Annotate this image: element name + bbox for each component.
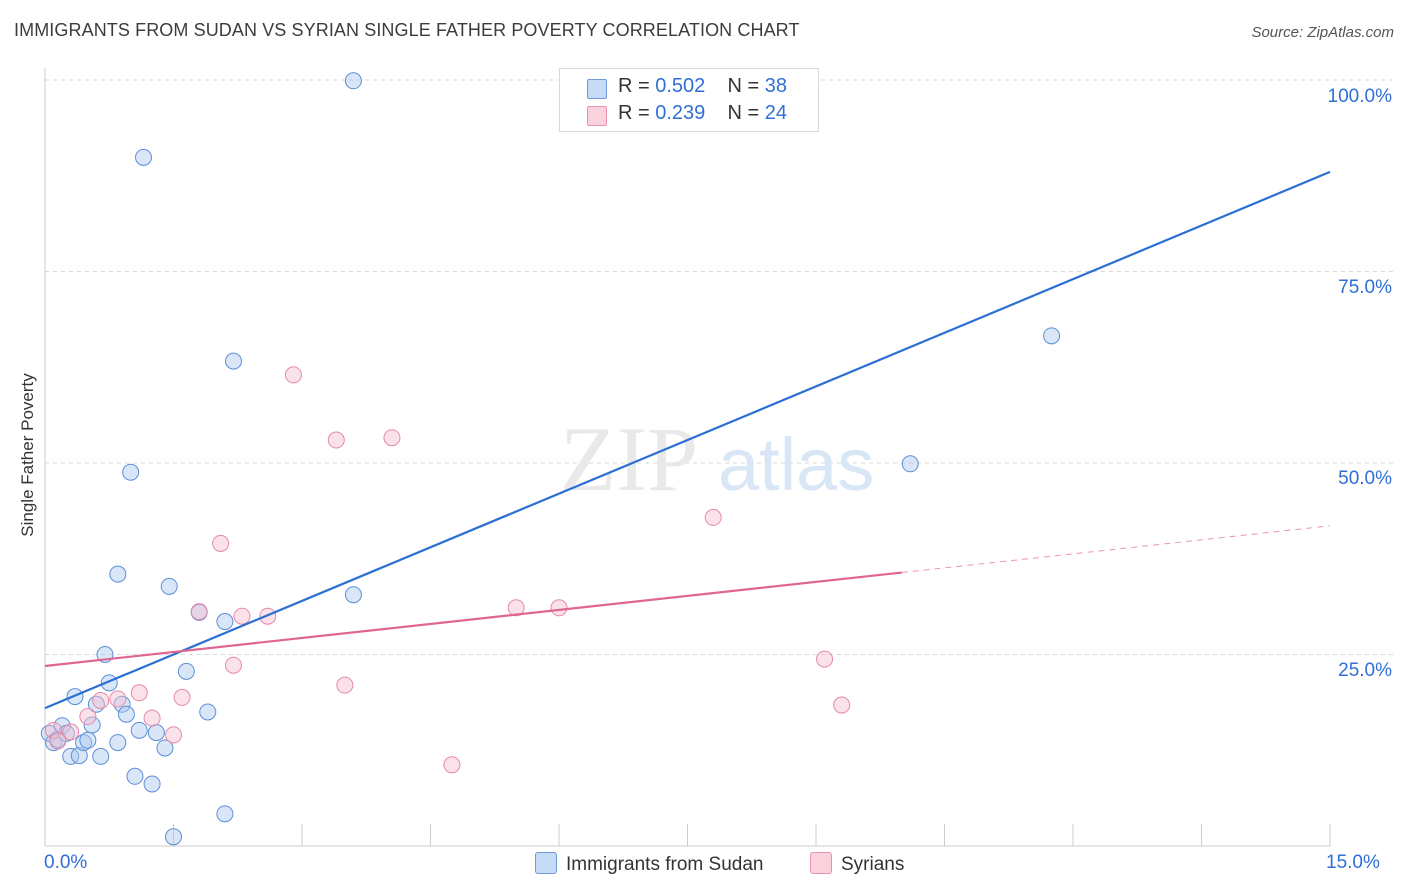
point-sudan <box>143 775 161 793</box>
point-sudan <box>126 767 144 785</box>
point-syrians <box>507 599 525 617</box>
point-syrians <box>190 603 208 621</box>
x-tick-label-max: 15.0% <box>1326 852 1380 873</box>
point-sudan <box>117 705 135 723</box>
legend-r-label: R = <box>618 75 650 97</box>
point-syrians <box>62 723 80 741</box>
bottom-legend-swatch-sudan <box>535 852 557 874</box>
legend-r-value-sudan: 0.502 <box>655 75 706 97</box>
source-label: Source: ZipAtlas.com <box>1251 24 1394 41</box>
trendlines <box>44 170 1331 710</box>
legend-n-label: N = <box>727 102 760 124</box>
watermark: ZIP atlas <box>560 408 874 510</box>
point-sudan <box>901 455 919 473</box>
point-syrians <box>233 607 251 625</box>
point-sudan <box>216 613 234 631</box>
point-sudan <box>79 731 97 749</box>
bottom-legend-label-sudan: Immigrants from Sudan <box>566 854 764 875</box>
point-syrians <box>109 690 127 708</box>
point-syrians <box>130 684 148 702</box>
x-tick-label-min: 0.0% <box>44 852 88 873</box>
y-tick-label-75: 75.0% <box>1338 277 1392 298</box>
point-syrians <box>173 688 191 706</box>
legend-swatch-sudan <box>587 79 607 99</box>
bottom-legend-swatch-syrians <box>810 852 832 874</box>
point-syrians <box>550 599 568 617</box>
point-syrians <box>92 691 110 709</box>
point-syrians <box>443 756 461 774</box>
point-sudan <box>130 721 148 739</box>
legend-r-label: R = <box>618 102 650 124</box>
legend-n-value-sudan: 38 <box>764 75 788 97</box>
point-syrians <box>704 508 722 526</box>
point-syrians <box>165 726 182 744</box>
point-syrians <box>833 696 851 714</box>
axes <box>44 68 1331 847</box>
legend: R = 0.502 N = 38 R = 0.239 N = 24 <box>559 68 819 132</box>
point-sudan <box>1043 327 1061 345</box>
y-tick-label-50: 50.0% <box>1338 468 1392 489</box>
point-sudan <box>344 72 362 90</box>
chart-title: IMMIGRANTS FROM SUDAN VS SYRIAN SINGLE F… <box>14 20 800 40</box>
y-tick-label-100: 100.0% <box>1327 86 1392 107</box>
point-sudan <box>199 703 217 721</box>
trendline-syrians-extension <box>901 525 1331 574</box>
bottom-legend-label-syrians: Syrians <box>841 854 905 875</box>
point-sudan <box>147 724 165 742</box>
point-sudan <box>224 352 242 370</box>
point-syrians <box>45 721 63 739</box>
y-tick-label-25: 25.0% <box>1338 660 1392 681</box>
watermark-zip: ZIP <box>560 408 698 510</box>
point-sudan <box>92 747 110 765</box>
point-syrians <box>336 676 354 694</box>
point-sudan <box>135 148 153 166</box>
point-sudan <box>62 747 80 765</box>
point-sudan <box>216 805 234 823</box>
point-syrians <box>79 708 97 726</box>
bottom-legend-syrians: Syrians <box>810 852 904 876</box>
point-syrians <box>212 534 230 552</box>
watermark-atlas: atlas <box>718 423 874 506</box>
point-sudan <box>83 716 101 734</box>
point-syrians <box>143 709 161 727</box>
point-syrians <box>383 429 401 447</box>
point-sudan <box>156 739 174 757</box>
trendline-syrians <box>44 571 902 668</box>
point-syrians <box>816 650 834 668</box>
data-points <box>40 72 1061 846</box>
point-sudan <box>109 734 127 752</box>
point-syrians <box>284 366 302 384</box>
point-sudan <box>160 577 178 595</box>
point-sudan <box>122 463 140 481</box>
legend-n-value-syrians: 24 <box>764 102 788 124</box>
bottom-legend-sudan: Immigrants from Sudan <box>535 852 763 876</box>
point-sudan <box>177 662 195 680</box>
point-sudan <box>165 828 182 846</box>
point-sudan <box>70 747 88 765</box>
legend-n-label: N = <box>727 75 760 97</box>
point-syrians <box>49 732 67 750</box>
legend-r-value-syrians: 0.239 <box>655 102 706 124</box>
point-sudan <box>109 565 127 583</box>
point-syrians <box>224 656 242 674</box>
gridlines <box>45 79 1395 655</box>
legend-swatch-syrians <box>587 106 607 126</box>
trendline-sudan <box>44 170 1331 710</box>
point-sudan <box>344 586 362 604</box>
point-syrians <box>327 431 345 449</box>
